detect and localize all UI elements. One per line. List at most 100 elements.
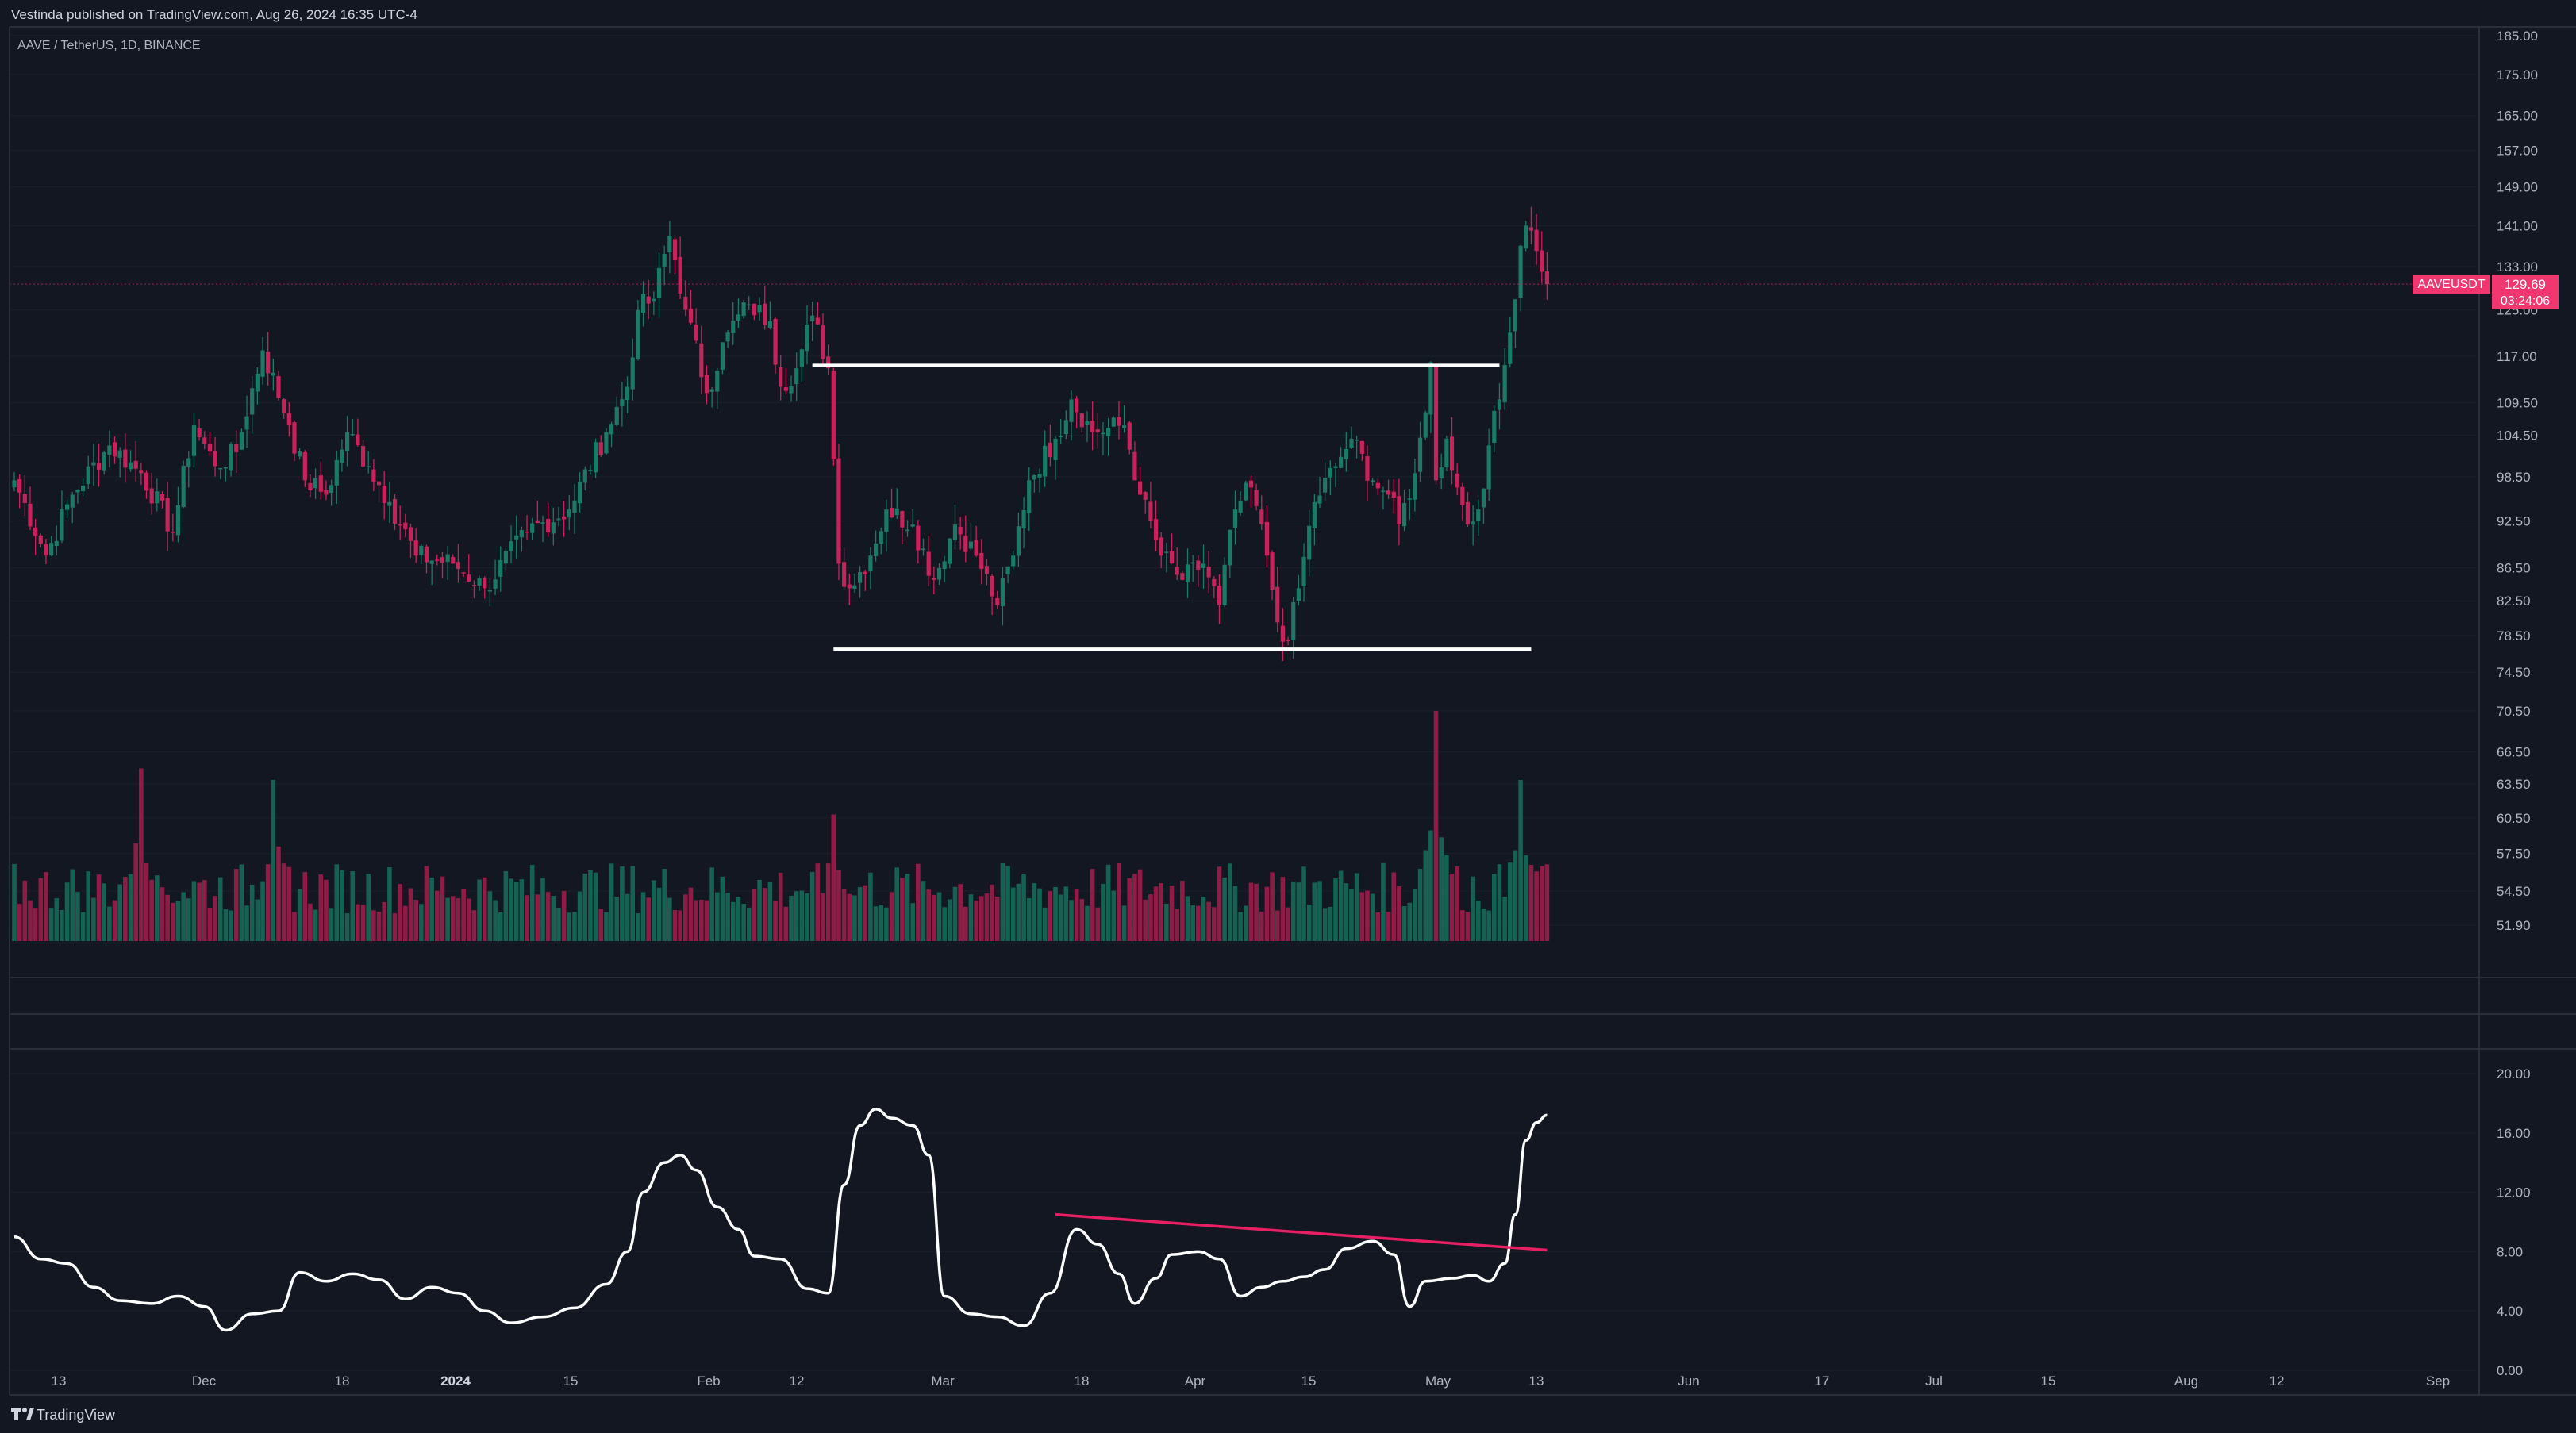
volume-bar [815,863,821,941]
candle-body [1317,495,1322,504]
volume-bar [22,880,28,941]
price-axis[interactable]: 185.00 175.00 165.00 157.00 149.00 141.00 133.… [2497,29,2538,933]
volume-bar [175,901,181,941]
candle-body [344,432,350,452]
candle-body [1455,473,1459,488]
volume-bar [498,912,503,941]
candle-body [117,450,122,458]
candle-body [926,551,931,576]
volume-bar [1413,888,1417,941]
candle-body [461,572,466,574]
candle-body [155,491,160,504]
volume-bar [509,878,513,941]
candle-body [1375,482,1380,489]
volume-bar [1132,874,1137,941]
candle-body [662,254,667,267]
symbol-title[interactable]: AAVE / TetherUS, 1D, BINANCE [17,39,201,52]
oscillator-pane[interactable] [10,1073,2476,1371]
volume-bar [672,909,678,941]
volume-bar [297,889,302,941]
volume-bar [1397,886,1401,941]
volume-bar [75,892,80,941]
volume-bar [165,894,170,941]
candle-body [1528,227,1534,231]
candle-body [910,524,915,527]
candle-body [990,575,994,597]
current-price-badge: AAVEUSDT 129.69 03:24:06 [2413,275,2559,309]
oscillator-trendline[interactable] [1055,1212,1548,1252]
time-tick-label: Jun [1678,1373,1699,1389]
candle-body [1476,509,1481,521]
volume-bar [329,908,334,941]
volume-bar [1243,905,1248,941]
volume-bar [551,896,556,941]
volume-pane[interactable] [12,711,1550,941]
candle-body [329,485,334,494]
price-tick-label: 70.50 [2497,704,2531,719]
volume-bar [1523,855,1528,941]
volume-bar [308,903,313,941]
candle-body [1153,519,1159,540]
candle-body [1248,480,1254,488]
candle-body [298,451,302,457]
candle-body [123,449,128,468]
price-pane[interactable] [10,35,2476,926]
volume-bar [1180,881,1185,941]
oscillator-axis[interactable]: 20.00 16.00 12.00 8.00 4.00 0.00 [2497,1066,2531,1378]
candle-body [1190,562,1195,564]
volume-bar [974,900,978,941]
volume-bar [334,864,340,941]
time-axis[interactable]: 13 Dec 18 2024 15 Feb 12 Mar 18 Apr 15 May 13 Jun 17 Ju… [52,1373,2451,1389]
time-tick-label: May [1425,1373,1451,1389]
candle-body [1180,573,1185,580]
time-tick-label: 2024 [440,1373,471,1389]
candle-body [186,458,191,467]
volume-bar [1492,874,1497,941]
candle-body [1428,362,1433,415]
volume-bar [519,879,525,941]
candle-body [1244,482,1248,501]
oscillator-line [13,1108,1548,1332]
volume-bar [1433,711,1439,941]
candle-body [858,571,863,583]
candle-body [1518,245,1523,298]
candle-body [826,356,831,369]
volume-bar [984,893,990,941]
candle-body [202,437,207,444]
candle-body [1417,437,1423,472]
price-tick-label: 117.00 [2497,349,2537,364]
candle-body [282,399,286,413]
volume-bar [197,882,202,941]
candle-body [1016,526,1021,556]
volume-bar [1026,897,1032,941]
candle-body [1513,299,1518,332]
candle-body [1333,466,1338,468]
candle-body [1132,451,1137,481]
candle-body [889,508,894,518]
candle-body [567,509,571,518]
volume-bar [1121,905,1127,941]
volume-bar [525,895,529,941]
volume-bar [1254,883,1259,941]
candle-body [1492,410,1497,443]
candle-body [1164,551,1169,553]
candle-body [709,389,714,392]
volume-bar [17,904,22,941]
candle-body [1481,488,1486,508]
volume-bar [133,843,138,941]
osc-tick-label: 20.00 [2497,1066,2531,1081]
candle-body [752,303,756,316]
volume-bar [1349,888,1354,941]
candle-body [471,585,477,587]
time-tick-label: 12 [2270,1373,2285,1389]
volume-bar [1375,912,1381,941]
candle-body [160,494,165,501]
candle-body [773,318,778,365]
volume-bar [910,903,915,941]
volume-bar [281,863,286,941]
candle-body [514,535,519,540]
ticker-label: AAVEUSDT [2417,278,2485,291]
candle-body [1232,509,1238,528]
tradingview-logo[interactable]: TradingView [11,1407,116,1423]
volume-bar [1264,886,1270,941]
